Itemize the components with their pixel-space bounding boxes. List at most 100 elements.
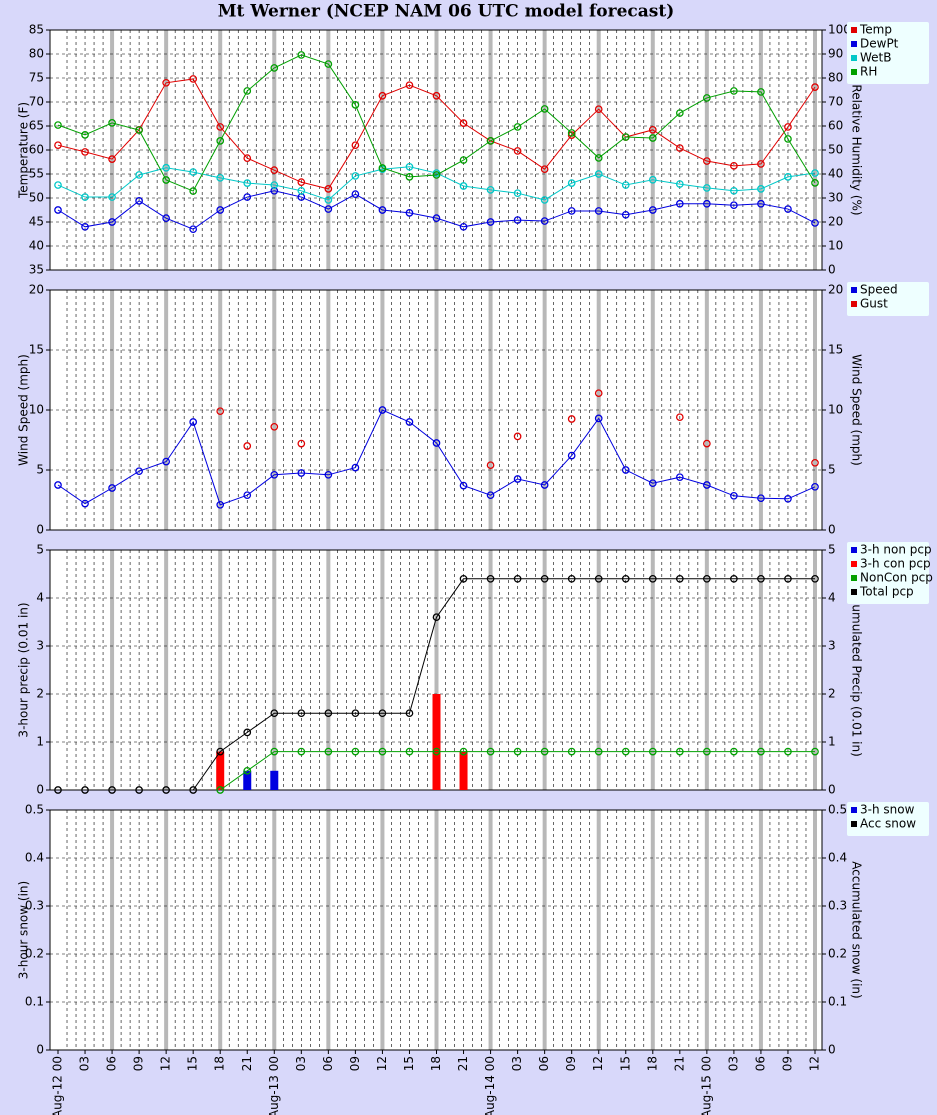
point [108,218,116,226]
y2-tick-label: 20 [828,215,843,229]
y-tick-label: 4 [36,591,44,605]
legend-label: RH [860,65,877,79]
legend-label: 3-h con pcp [860,557,931,571]
point [703,747,711,756]
legend-label: Temp [859,23,892,37]
point [243,491,252,500]
point [594,207,603,215]
y-axis-label: 3-hour snow (in) [17,881,31,979]
point [54,121,62,129]
bar [432,694,441,790]
point [432,747,441,756]
point [216,137,225,145]
point [621,181,630,189]
legend-swatch [851,27,857,33]
legend-label: DewPt [860,37,899,51]
legend-label: Acc snow [860,817,916,831]
point [189,75,198,83]
y-tick-label: 15 [29,343,44,357]
y2-axis-label: Accumulated Precip (0.01 in) [850,583,864,757]
point [270,166,279,175]
point [594,105,603,114]
legend-swatch [851,575,857,581]
legend-swatch [851,807,857,813]
point [675,180,684,188]
point [703,184,711,192]
y2-tick-label: 40 [828,167,843,181]
point [162,176,170,184]
x-tick-label: 06 [753,1056,767,1071]
legend-swatch [851,41,857,47]
y-tick-label: 0.4 [25,851,44,865]
point [81,222,89,231]
y2-tick-label: 0 [828,263,836,277]
legend-label: 3-h non pcp [860,543,932,557]
y2-tick-label: 10 [828,239,843,253]
y-tick-label: 20 [29,283,44,297]
point [757,574,765,583]
point [540,747,549,756]
x-tick-label: 21 [456,1056,470,1071]
y-tick-label: 5 [36,543,44,557]
point [513,147,522,155]
point [162,163,170,172]
point [594,747,603,756]
point [189,786,198,794]
y2-tick-label: 30 [828,191,843,205]
point [486,491,495,500]
x-tick-label: 15 [402,1056,416,1071]
point [351,709,360,718]
point [405,173,414,181]
x-tick-label: 15 [618,1056,632,1071]
point [324,709,333,718]
point [459,574,468,583]
y-tick-label: 0.5 [25,803,44,817]
point [621,574,630,583]
point [243,728,252,737]
y2-tick-label: 5 [828,543,836,557]
point [162,214,170,223]
point [54,206,62,214]
x-tick-label: Aug-13 00 [267,1056,281,1115]
point [757,199,765,208]
point [648,134,657,142]
y-axis-label: Temperature (F) [17,102,31,199]
series-line [57,409,816,506]
legend-label: 3-h snow [860,803,915,817]
point [621,133,630,141]
point [540,165,549,174]
x-tick-label: 12 [808,1056,822,1071]
point [486,218,495,226]
point [594,154,603,162]
point [378,406,387,414]
point [567,415,576,423]
y2-tick-label: 100 [828,23,851,37]
point [459,222,468,231]
y-tick-label: 35 [29,263,44,277]
point [675,144,684,152]
point [540,217,549,225]
point [378,164,387,172]
x-tick-label: 18 [645,1056,659,1071]
point [351,463,360,472]
point [621,747,630,756]
point [757,88,765,96]
point [621,210,630,219]
legend-box [847,22,929,84]
point [351,190,360,199]
point [784,574,792,583]
point [243,193,252,201]
legend-label: Gust [860,297,888,311]
point [81,148,89,156]
point [54,181,62,189]
point [648,175,657,184]
point [730,574,738,583]
point [324,470,333,479]
point [486,137,495,145]
point [648,747,657,756]
y-tick-label: 60 [29,143,44,157]
x-tick-label: 09 [348,1056,362,1071]
y2-tick-label: 20 [828,283,843,297]
point [216,747,225,756]
